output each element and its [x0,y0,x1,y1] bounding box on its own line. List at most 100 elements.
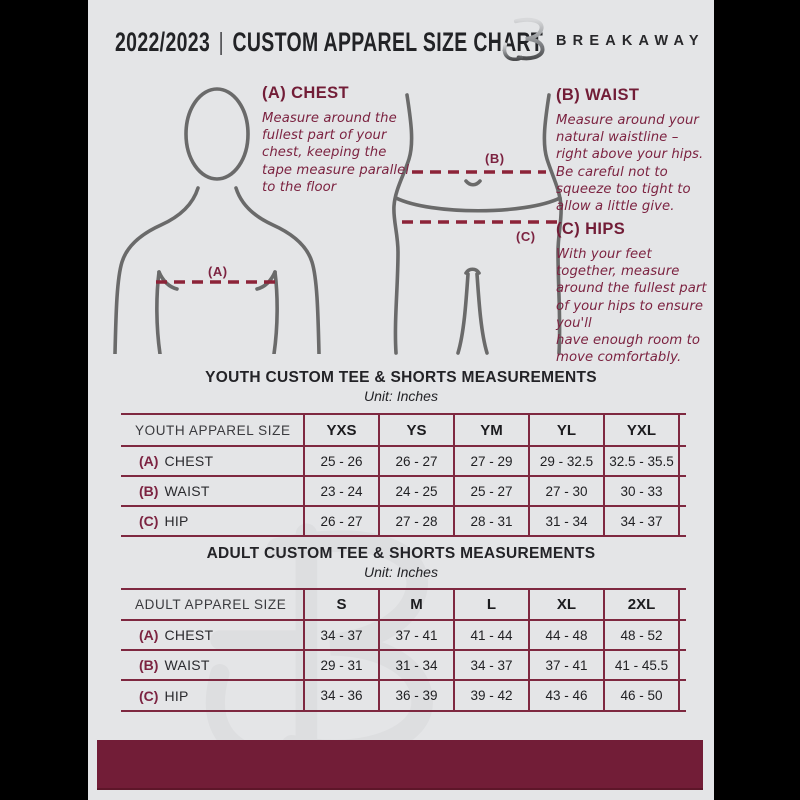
table-cell: 26 - 27 [378,447,453,475]
hips-heading: (C) HIPS [556,220,626,238]
youth-hip-row: (C) HIP 26 - 27 27 - 28 28 - 31 31 - 34 … [121,505,686,535]
table-cell: 48 - 52 [603,621,678,649]
row-label: (C) HIP [121,681,303,710]
waist-description: Measure around your natural waistline – … [556,113,704,215]
table-cell: 29 - 32.5 [528,447,603,475]
waist-instructions: (B) WAIST Measure around your natural wa… [556,86,714,215]
row-name: CHEST [164,453,214,469]
table-edge-spacer [678,621,685,649]
table-cell: 44 - 48 [528,621,603,649]
table-cell: 41 - 45.5 [603,651,678,679]
title-separator: | [218,28,224,56]
lower-body-figure [392,93,563,355]
table-cell: 26 - 27 [303,507,378,535]
table-cell: 31 - 34 [528,507,603,535]
adult-size-table: ADULT APPAREL SIZE S M L XL 2XL (A) CHES… [121,588,686,712]
table-cell: 34 - 37 [603,507,678,535]
table-cell: 39 - 42 [453,681,528,710]
table-cell: 25 - 27 [453,477,528,505]
youth-chest-row: (A) CHEST 25 - 26 26 - 27 27 - 29 29 - 3… [121,445,686,475]
row-label: (A) CHEST [121,621,303,649]
adult-hip-row: (C) HIP 34 - 36 36 - 39 39 - 42 43 - 46 … [121,679,686,710]
youth-size-table: YOUTH APPAREL SIZE YXS YS YM YL YXL (A) … [121,413,686,537]
adult-size-column-header: ADULT APPAREL SIZE [135,597,287,612]
waist-marker-label: (B) [485,151,505,166]
hip-marker-label: (C) [516,229,536,244]
row-marker: (C) [139,513,159,529]
page-title: 2022/2023 | CUSTOM APPAREL SIZE CHART [115,27,543,58]
table-cell: 31 - 34 [378,651,453,679]
hips-instructions: (C) HIPS With your feet together, measur… [556,220,714,366]
row-name: HIP [164,513,189,529]
breakaway-b-logo-icon [502,16,545,61]
adult-waist-row: (B) WAIST 29 - 31 31 - 34 34 - 37 37 - 4… [121,649,686,679]
youth-unit-label: Unit: Inches [364,388,438,404]
size-header: YM [453,415,528,445]
adult-unit-label: Unit: Inches [364,564,438,580]
adult-table-header-row: ADULT APPAREL SIZE S M L XL 2XL [121,588,686,619]
table-edge-spacer [678,681,685,710]
row-label: (C) HIP [121,507,303,535]
row-label: (B) WAIST [121,651,303,679]
table-cell: 23 - 24 [303,477,378,505]
brand-name: BREAKAWAY [556,33,705,49]
table-cell: 30 - 33 [603,477,678,505]
row-name: WAIST [164,657,210,673]
row-name: CHEST [164,627,214,643]
row-marker: (A) [139,453,159,469]
row-marker: (B) [139,657,159,673]
table-cell: 27 - 29 [453,447,528,475]
table-cell: 34 - 36 [303,681,378,710]
table-cell: 41 - 44 [453,621,528,649]
size-header: YL [528,415,603,445]
waist-heading: (B) WAIST [556,86,640,104]
footer-accent-bar [97,740,703,790]
table-cell: 25 - 26 [303,447,378,475]
row-marker: (C) [139,687,159,704]
size-header: 2XL [603,590,678,619]
table-cell: 32.5 - 35.5 [603,447,678,475]
title-text: CUSTOM APPAREL SIZE CHART [232,27,544,57]
size-header: L [453,590,528,619]
table-cell: 34 - 37 [303,621,378,649]
chest-marker-label: (A) [208,264,228,279]
table-cell: 43 - 46 [528,681,603,710]
table-cell: 37 - 41 [528,651,603,679]
table-cell: 27 - 28 [378,507,453,535]
adult-section-title: ADULT CUSTOM TEE & SHORTS MEASUREMENTS [206,545,596,562]
table-edge-spacer [678,651,685,679]
youth-table-header-row: YOUTH APPAREL SIZE YXS YS YM YL YXL [121,413,686,445]
chest-heading: (A) CHEST [262,84,350,102]
hips-description: With your feet together, measure around … [556,247,707,366]
row-marker: (B) [139,483,159,499]
size-header: M [378,590,453,619]
table-edge-spacer [678,447,685,475]
table-edge-spacer [678,415,685,445]
youth-section-title: YOUTH CUSTOM TEE & SHORTS MEASUREMENTS [205,369,597,386]
row-name: WAIST [164,483,210,499]
row-marker: (A) [139,627,159,643]
upper-body-figure [113,87,321,354]
table-cell: 36 - 39 [378,681,453,710]
table-cell: 46 - 50 [603,681,678,710]
table-cell: 24 - 25 [378,477,453,505]
row-label: (A) CHEST [121,447,303,475]
table-cell: 29 - 31 [303,651,378,679]
table-cell: 28 - 31 [453,507,528,535]
table-cell: 27 - 30 [528,477,603,505]
table-edge-spacer [678,507,685,535]
row-name: HIP [164,687,189,704]
chest-description: Measure around the fullest part of your … [262,111,410,195]
chest-instructions: (A) CHEST Measure around the fullest par… [262,84,417,196]
size-header: S [303,590,378,619]
size-header: YS [378,415,453,445]
title-year: 2022/2023 [115,27,211,57]
adult-chest-row: (A) CHEST 34 - 37 37 - 41 41 - 44 44 - 4… [121,619,686,649]
youth-waist-row: (B) WAIST 23 - 24 24 - 25 25 - 27 27 - 3… [121,475,686,505]
size-header: XL [528,590,603,619]
table-edge-spacer [678,477,685,505]
youth-size-column-header: YOUTH APPAREL SIZE [135,422,291,438]
table-edge-spacer [678,590,685,619]
table-cell: 34 - 37 [453,651,528,679]
